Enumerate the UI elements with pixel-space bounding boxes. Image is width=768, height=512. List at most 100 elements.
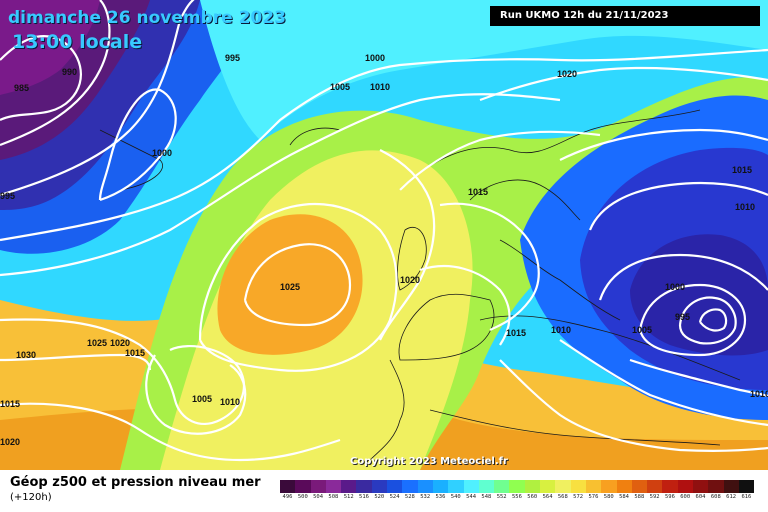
- colorbar-value-label: 572: [573, 494, 584, 500]
- colorbar-swatch: 568: [555, 480, 571, 500]
- colorbar-swatch: 596: [662, 480, 678, 500]
- colorbar-value-label: 520: [374, 494, 385, 500]
- isobar-label: 1005: [192, 394, 212, 404]
- colorbar-value-label: 544: [466, 494, 477, 500]
- colorbar-swatch: 496: [280, 480, 296, 500]
- colorbar-value-label: 500: [297, 494, 308, 500]
- forecast-range: (+120h): [10, 492, 52, 503]
- colorbar-value-label: 556: [511, 494, 522, 500]
- colorbar-value-label: 580: [603, 494, 614, 500]
- colorbar-swatch: 604: [693, 480, 709, 500]
- colorbar-swatch: 520: [371, 480, 388, 500]
- isobar-label: 1000: [152, 148, 172, 158]
- colorbar-swatch: 508: [325, 480, 342, 500]
- z500-field: 990 995 985 1000 1005 1010 1020 1015 102…: [0, 0, 768, 470]
- colorbar-swatch: 500: [295, 480, 311, 500]
- colorbar-swatch: 612: [723, 480, 739, 500]
- colorbar-swatch: 540: [448, 480, 464, 500]
- colorbar-value-label: 504: [313, 494, 324, 500]
- colorbar-value-label: 612: [726, 494, 737, 500]
- colorbar-value-label: 604: [695, 494, 706, 500]
- colorbar-value-label: 552: [496, 494, 507, 500]
- colorbar-value-label: 536: [435, 494, 446, 500]
- z500-colorbar: 496 500 504 508 512 516 520 524 528 532 536 540 544 5…: [280, 480, 755, 500]
- isobar-label: 1010: [551, 325, 571, 335]
- colorbar-swatch: 516: [356, 480, 372, 500]
- copyright-notice: Copyright 2023 Meteociel.fr: [350, 456, 508, 467]
- colorbar-value-label: 540: [450, 494, 461, 500]
- colorbar-swatch: 532: [417, 480, 433, 500]
- colorbar-swatch: 536: [432, 480, 449, 500]
- isobar-label: 1010: [750, 389, 768, 399]
- isobar-label: 1015: [125, 348, 145, 358]
- forecast-time-title: 13:00 locale: [12, 31, 143, 53]
- colorbar-value-label: 584: [619, 494, 629, 500]
- colorbar-swatch: 512: [341, 480, 357, 500]
- colorbar-swatch: 548: [478, 480, 495, 500]
- colorbar-swatch: 564: [540, 480, 556, 500]
- colorbar-value-label: 588: [634, 494, 645, 500]
- colorbar-value-label: 616: [741, 494, 752, 500]
- colorbar-swatch: 592: [647, 480, 663, 500]
- colorbar-value-label: 508: [328, 494, 339, 500]
- colorbar-value-label: 592: [649, 494, 660, 500]
- map-canvas: 990 995 985 1000 1005 1010 1020 1015 102…: [0, 0, 768, 470]
- colorbar-value-label: 524: [389, 494, 400, 500]
- colorbar-swatch: 616: [738, 480, 755, 500]
- colorbar-value-label: 560: [527, 494, 538, 500]
- colorbar-value-label: 576: [588, 494, 599, 500]
- colorbar-swatch: 552: [494, 480, 510, 500]
- isobar-label: 1020: [110, 338, 130, 348]
- colorbar-swatch: 576: [585, 480, 602, 500]
- isobar-label: 990: [62, 67, 77, 77]
- colorbar-swatch: 608: [708, 480, 724, 500]
- isobar-label: 995: [225, 53, 240, 63]
- isobar-label: 1025: [87, 338, 107, 348]
- colorbar-value-label: 600: [680, 494, 691, 500]
- isobar-label: 1015: [506, 328, 526, 338]
- colorbar-value-label: 512: [343, 494, 354, 500]
- isobar-label: 1015: [732, 165, 752, 175]
- colorbar-value-label: 568: [557, 494, 568, 500]
- colorbar-value-label: 608: [710, 494, 721, 500]
- isobar-label: 1010: [370, 82, 390, 92]
- isobar-label: 1025: [280, 282, 300, 292]
- colorbar-value-label: 596: [664, 494, 675, 500]
- isobar-label: 1030: [16, 350, 36, 360]
- colorbar-value-label: 496: [282, 494, 293, 500]
- colorbar-value-label: 516: [359, 494, 369, 500]
- isobar-label: 985: [14, 83, 29, 93]
- isobar-label: 995: [0, 191, 15, 201]
- colorbar-swatch: 504: [310, 480, 326, 500]
- colorbar-swatch: 600: [677, 480, 694, 500]
- colorbar-swatch: 580: [601, 480, 617, 500]
- isobar-label: 1020: [557, 69, 577, 79]
- isobar-label: 1005: [330, 82, 350, 92]
- isobar-label: 1020: [400, 275, 420, 285]
- isobar-label: 1020: [0, 437, 20, 447]
- model-run-label: Run UKMO 12h du 21/11/2023: [490, 6, 760, 26]
- colorbar-swatch: 544: [463, 480, 479, 500]
- colorbar-swatch: 584: [616, 480, 632, 500]
- isobar-labels: 990 995 985 1000 1005 1010 1020 1015 102…: [0, 53, 768, 447]
- isobar-label: 1015: [468, 187, 488, 197]
- colorbar-swatch: 560: [524, 480, 541, 500]
- forecast-date-title: dimanche 26 novembre 2023: [8, 8, 286, 28]
- isobar-label: 995: [675, 312, 690, 322]
- legend-footer: Géop z500 et pression niveau mer (+120h)…: [0, 470, 768, 512]
- colorbar-swatch: 588: [631, 480, 648, 500]
- isobar-label: 1000: [365, 53, 385, 63]
- colorbar-swatch: 556: [509, 480, 525, 500]
- colorbar-value-label: 532: [420, 494, 431, 500]
- colorbar-swatch: 528: [402, 480, 418, 500]
- isobar-label: 1010: [220, 397, 240, 407]
- colorbar-value-label: 528: [404, 494, 415, 500]
- map-title: Géop z500 et pression niveau mer: [10, 475, 261, 490]
- isobar-label: 1010: [735, 202, 755, 212]
- colorbar-swatch: 572: [570, 480, 586, 500]
- colorbar-value-label: 564: [542, 494, 553, 500]
- isobar-label: 1005: [632, 325, 652, 335]
- colorbar-value-label: 548: [481, 494, 492, 500]
- isobar-label: 1000: [665, 282, 685, 292]
